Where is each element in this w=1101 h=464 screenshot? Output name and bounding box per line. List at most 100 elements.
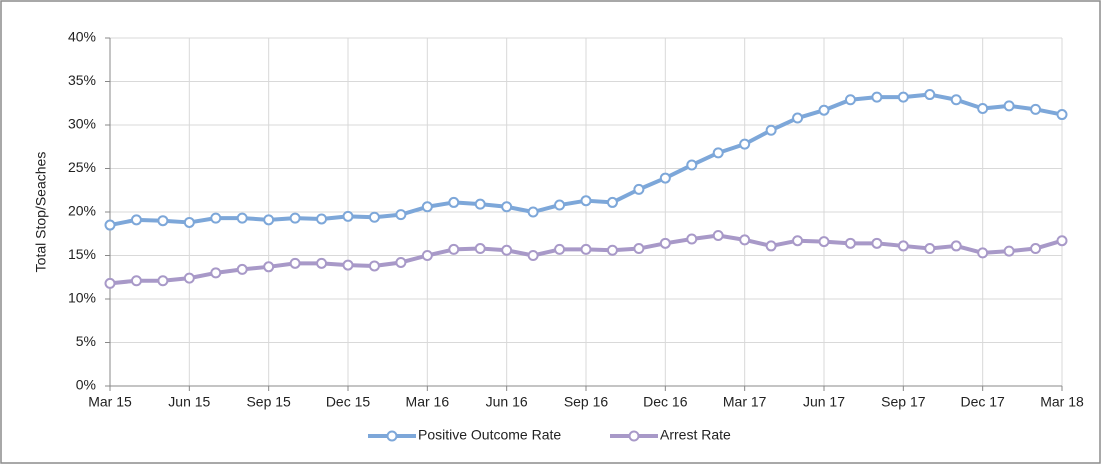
point <box>448 196 460 208</box>
point <box>1030 243 1042 255</box>
point <box>342 259 354 271</box>
point <box>289 257 301 269</box>
y-tick-label: 10% <box>68 290 96 306</box>
point <box>501 244 513 256</box>
point <box>527 206 539 218</box>
point <box>580 243 592 255</box>
point <box>712 147 724 159</box>
x-tick-label: Dec 16 <box>643 394 688 410</box>
point <box>792 112 804 124</box>
x-tick-label: Mar 17 <box>723 394 767 410</box>
y-axis-label: Total Stop/Seaches <box>33 152 49 273</box>
point <box>897 240 909 252</box>
point <box>421 250 433 261</box>
point <box>130 275 142 287</box>
point <box>818 236 830 248</box>
point <box>183 272 195 284</box>
point <box>844 94 856 106</box>
point <box>236 263 248 275</box>
y-tick-label: 25% <box>68 159 96 175</box>
point <box>316 257 328 269</box>
point <box>659 172 671 184</box>
point <box>263 214 275 226</box>
point <box>1056 109 1068 121</box>
point <box>712 229 724 241</box>
point <box>395 256 407 268</box>
x-tick-label: Jun 17 <box>803 394 845 410</box>
x-tick-label: Mar 15 <box>88 394 132 410</box>
point <box>606 244 618 256</box>
y-tick-label: 5% <box>76 333 96 349</box>
x-tick-label: Dec 17 <box>960 394 1005 410</box>
point <box>316 213 328 225</box>
y-tick-label: 0% <box>76 377 96 393</box>
point <box>924 243 936 255</box>
point <box>554 199 566 211</box>
legend-marker <box>386 430 398 442</box>
legend-label: Arrest Rate <box>660 427 731 443</box>
point <box>104 277 116 289</box>
point <box>1030 103 1042 115</box>
point <box>263 261 275 273</box>
point <box>739 234 751 246</box>
point <box>844 237 856 249</box>
point <box>395 209 407 221</box>
legend-marker <box>628 430 640 442</box>
point <box>368 260 380 272</box>
point <box>792 235 804 247</box>
x-tick-label: Sep 15 <box>246 394 291 410</box>
point <box>633 183 645 195</box>
point <box>871 91 883 103</box>
point <box>183 216 195 228</box>
legend-label: Positive Outcome Rate <box>418 427 561 443</box>
y-tick-label: 35% <box>68 72 96 88</box>
x-tick-label: Sep 16 <box>564 394 609 410</box>
y-tick-label: 40% <box>68 29 96 45</box>
point <box>157 215 169 227</box>
point <box>871 237 883 249</box>
y-tick-label: 15% <box>68 246 96 262</box>
point <box>765 124 777 136</box>
point <box>1003 100 1015 112</box>
point <box>633 243 645 255</box>
y-tick-label: 30% <box>68 116 96 132</box>
point <box>368 211 380 223</box>
point <box>818 104 830 116</box>
x-tick-label: Mar 16 <box>406 394 450 410</box>
point <box>686 159 698 171</box>
y-tick-label: 20% <box>68 203 96 219</box>
point <box>897 91 909 103</box>
point <box>130 214 142 226</box>
point <box>580 195 592 207</box>
point <box>1003 245 1015 257</box>
x-tick-label: Sep 17 <box>881 394 926 410</box>
point <box>342 210 354 222</box>
point <box>236 212 248 224</box>
x-tick-label: Mar 18 <box>1040 394 1084 410</box>
point <box>606 196 618 208</box>
point <box>474 198 486 210</box>
point <box>977 247 989 259</box>
point <box>448 243 460 255</box>
point <box>686 233 698 245</box>
x-tick-label: Jun 15 <box>168 394 210 410</box>
point <box>289 212 301 224</box>
x-tick-label: Jun 16 <box>486 394 528 410</box>
point <box>659 237 671 249</box>
point <box>924 89 936 101</box>
point <box>554 243 566 255</box>
point <box>501 201 513 213</box>
point <box>977 102 989 114</box>
point <box>210 267 222 279</box>
point <box>950 94 962 106</box>
point <box>739 138 751 150</box>
point <box>421 201 433 213</box>
point <box>210 212 222 224</box>
point <box>104 219 116 231</box>
point <box>1056 235 1068 247</box>
point <box>527 250 539 261</box>
point <box>765 240 777 252</box>
x-tick-label: Dec 15 <box>326 394 371 410</box>
